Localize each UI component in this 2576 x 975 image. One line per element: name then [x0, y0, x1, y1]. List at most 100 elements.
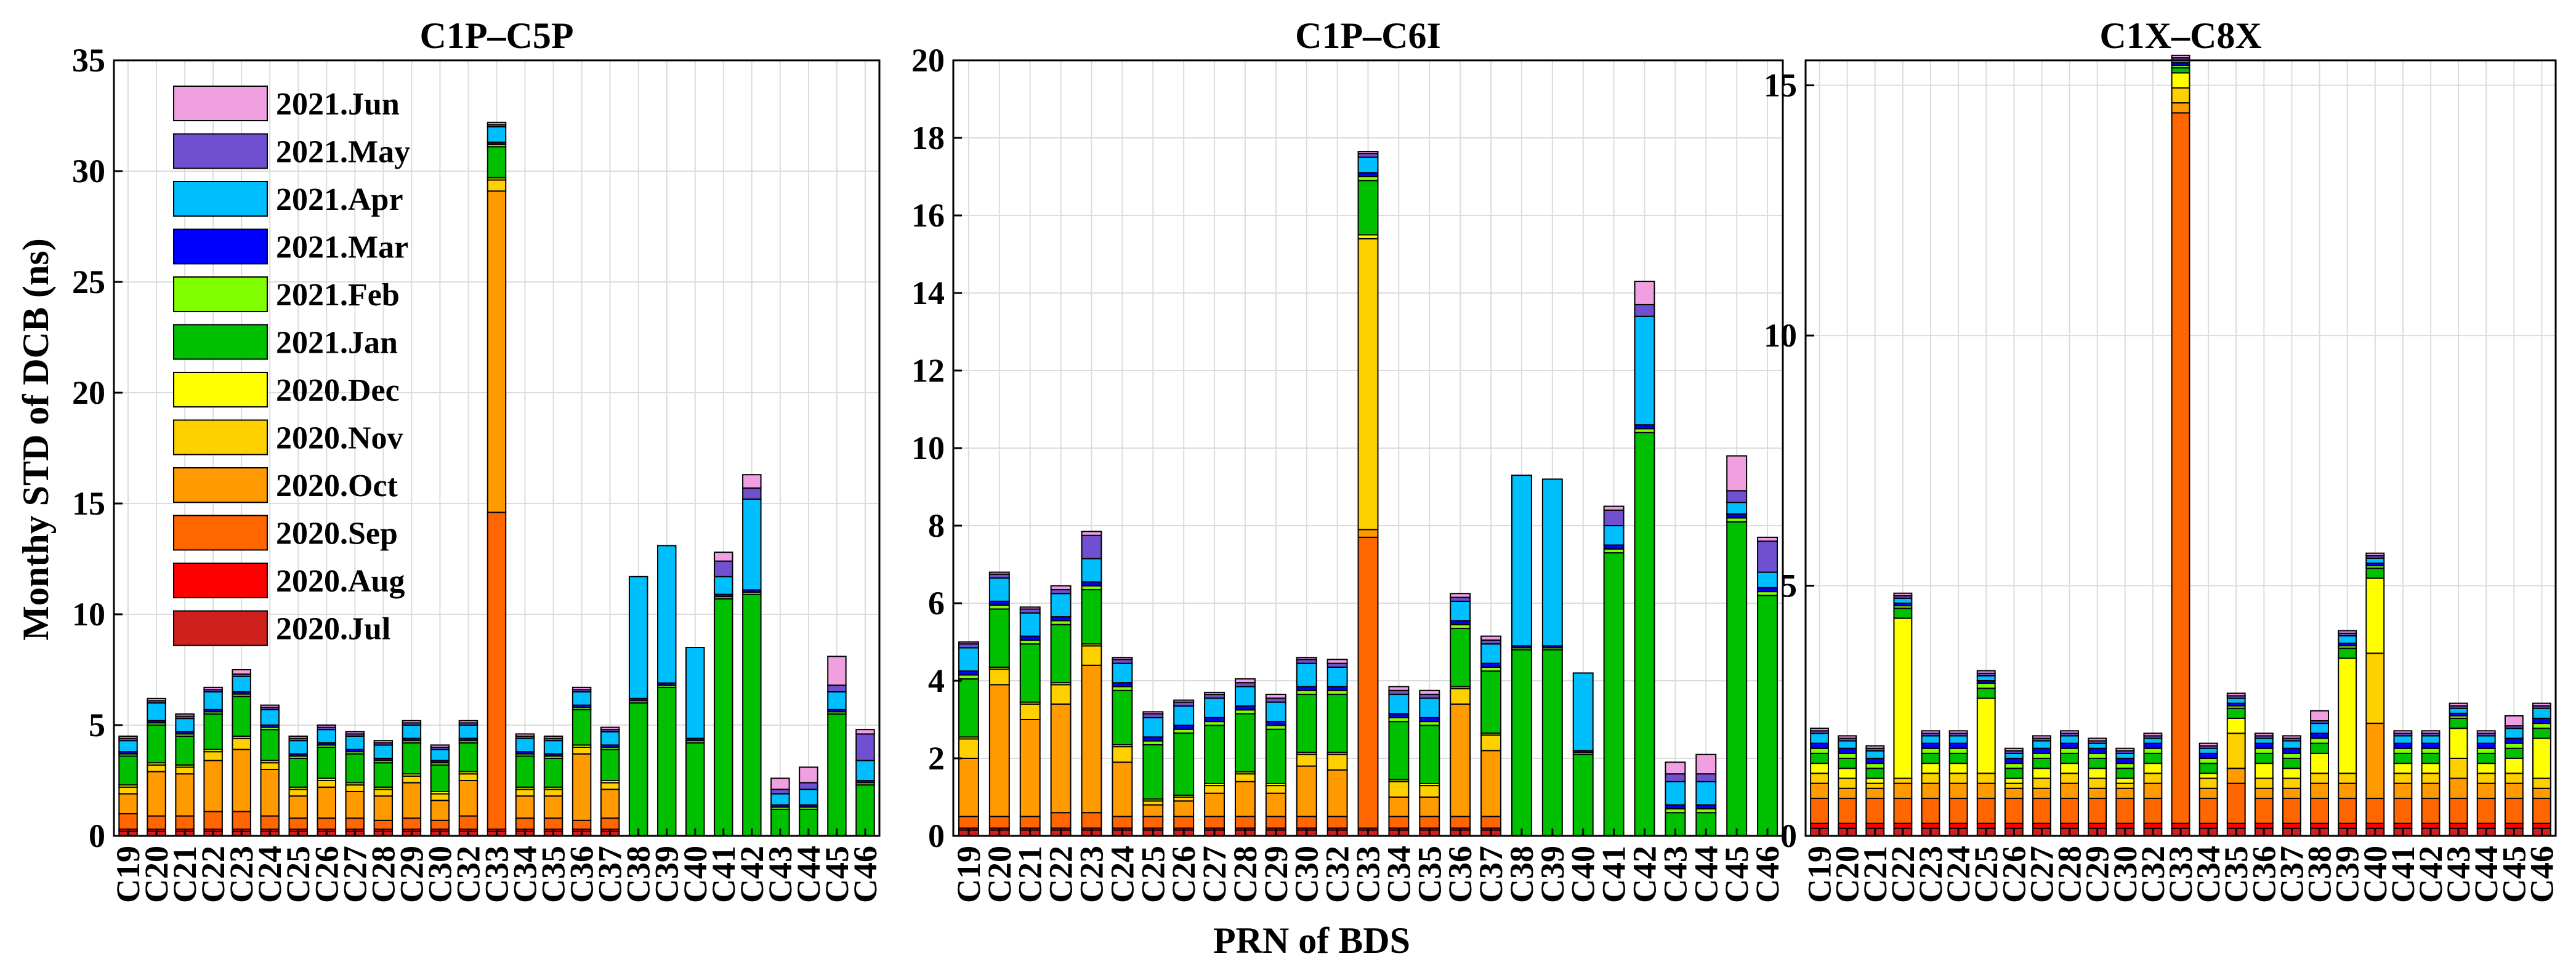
x-tick-label: C41: [705, 846, 742, 903]
bar-segment: C46 2021.Jun: 0.2: [855, 729, 875, 735]
bar-segment: C29 2020.Aug: 0.1: [2088, 822, 2107, 829]
legend-label: 2021.Feb: [276, 278, 400, 313]
bar-segment: C19 2020.Sep: 0.3: [958, 816, 979, 829]
bar-segment: C35 2021.Jun: 0.05: [2226, 692, 2246, 697]
bar-segment: C41 2021.Apr: 0.5: [1603, 525, 1625, 546]
bar-segment: C34 2020.Dec: 0.1: [2198, 772, 2218, 779]
bar-segment: C41 2020.Sep: 0.5: [2393, 798, 2413, 824]
bar-segment: C20 2021.Jan: 0.2: [1838, 758, 1857, 769]
bar-segment: C19 2021.Jun: 0.05: [1810, 728, 1829, 732]
legend-swatch: [173, 133, 268, 169]
bar-segment: C26 2021.Apr: 0.5: [1173, 705, 1195, 726]
bar-segment: C25 2020.Dec: 1.5: [1976, 697, 1996, 774]
bar-segment: C37 2020.Oct: 0.2: [2282, 787, 2301, 800]
bar-segment: C35 2020.Nov: 0.3: [543, 788, 563, 797]
bar-segment: C20 2020.Oct: 0.2: [1838, 787, 1857, 800]
bar-segment: C30 2020.Oct: 1.3: [1296, 765, 1317, 817]
bar-segment: C23 2021.Jan: 1.4: [1081, 588, 1102, 645]
bar-segment: C41 2021.Jan: 0.2: [2393, 752, 2413, 764]
y-tick-label: 12: [911, 352, 945, 389]
bar-segment: C24 2021.Jan: 1.4: [1112, 689, 1133, 745]
bar-segment: C30 2021.Apr: 0.5: [430, 748, 450, 761]
bar-segment: C25 2020.Oct: 0.3: [1142, 804, 1164, 817]
legend-label: 2021.May: [276, 135, 410, 170]
bar-segment: C22 2020.Sep: 0.8: [203, 811, 223, 830]
bar-segment: C35 2021.Jun: 0.1: [1419, 689, 1440, 696]
bar-segment: C41 2020.Aug: 0.1: [2393, 822, 2413, 829]
bar-segment: C25 2020.Oct: 1: [288, 795, 308, 819]
bar-segment: C33 2020.Sep: 7.5: [1357, 536, 1379, 829]
bar-segment: C26 2020.Sep: 0.3: [1173, 816, 1195, 829]
bar-segment: C22 2021.Jun: 0.05: [1893, 592, 1913, 596]
bar-segment: C27 2020.Sep: 0.5: [345, 817, 365, 830]
y-tick-label: 0: [1780, 817, 1797, 854]
x-tick-label: C34: [507, 846, 544, 903]
bar-segment: C21 2020.Nov: 0.4: [1019, 703, 1041, 721]
bar-segment: C38 2021.Jan: 4.8: [1511, 649, 1532, 837]
panel-title: C1X–C8X: [2099, 15, 2261, 56]
bar-segment: C20 2021.Jan: 1.7: [147, 724, 166, 764]
bar-segment: C20 2020.Dec: 0.2: [1838, 768, 1857, 779]
bar-segment: C37 2021.Apr: 0.6: [600, 731, 620, 746]
bar-segment: C45 2020.Nov: 0.2: [2504, 772, 2524, 784]
x-tick-label: C33: [478, 846, 515, 903]
bar-segment: C19 2020.Sep: 0.7: [118, 813, 138, 830]
x-tick-label: C19: [1801, 846, 1838, 903]
bar-segment: C34 2020.Sep: 0.5: [515, 817, 535, 830]
bar-segment: C34 2020.Nov: 0.2: [2198, 777, 2218, 789]
bar-segment: C22 2021.Jan: 0.2: [1893, 608, 1913, 619]
x-tick-label: C40: [2357, 846, 2394, 903]
bar-segment: C40 2020.Aug: 0.1: [2365, 822, 2385, 829]
bar-segment: C20 2020.Sep: 0.6: [147, 815, 166, 830]
bar-segment: C39 2020.Nov: 0.2: [2338, 772, 2357, 784]
bar-segment: C19 2020.Dec: 0.2: [1810, 763, 1829, 774]
bar-segment: C34 2020.Nov: 0.3: [515, 788, 535, 797]
bar-segment: C25 2021.Jun: 0.05: [1142, 711, 1164, 715]
bar-segment: C44 2021.Feb: 0.1: [2476, 747, 2496, 754]
x-tick-label: C25: [280, 846, 317, 903]
bar-segment: C24 2021.Jan: 0.2: [1948, 752, 1968, 764]
bar-segment: C38 2021.Jan: 0.2: [2310, 742, 2329, 754]
bar-segment: C43 2021.May: 0.2: [1665, 773, 1686, 782]
x-tick-label: C42: [2412, 846, 2449, 903]
x-tick-label: C23: [1912, 846, 1949, 903]
x-tick-label: C38: [620, 846, 657, 903]
x-tick-label: C45: [2495, 846, 2532, 903]
bar-segment: C20 2021.Jun: 0.1: [147, 697, 166, 702]
bar-segment: C33 2020.Nov: 0.3: [2171, 87, 2190, 104]
bar-segment: C36 2021.Jun: 0.1: [571, 686, 592, 691]
bar-segment: C43 2021.Apr: 0.5: [770, 793, 790, 806]
bar-segment: C40 2020.Nov: 1.4: [2365, 652, 2385, 724]
x-tick-label: C46: [847, 846, 884, 903]
bar-segment: C19 2020.Nov: 0.2: [1810, 772, 1829, 784]
bar-segment: C35 2020.Oct: 0.5: [1419, 796, 1440, 817]
x-tick-label: C40: [1565, 846, 1602, 903]
bar-segment: C24 2021.Jan: 1.4: [260, 729, 280, 761]
bar-segment: C38 2021.Apr: 4.4: [1511, 475, 1532, 647]
bar-segment: C41 2021.Apr: 0.15: [2393, 735, 2413, 744]
x-axis-label: PRN of BDS: [1213, 920, 1410, 961]
bar-segment: C39 2021.Jun: 0.05: [2338, 630, 2357, 634]
bar-segment: C20 2021.Mar: 0.1: [1838, 747, 1857, 754]
bar-segment: C36 2020.Nov: 0.4: [1450, 688, 1471, 705]
bar-segment: C42 2020.Nov: 0.2: [2421, 772, 2441, 784]
bar-segment: C21 2021.Apr: 0.6: [175, 718, 195, 732]
bar-segment: C21 2021.Apr: 0.6: [1019, 612, 1041, 637]
bar-segment: C46 2021.Jan: 0.2: [2532, 728, 2551, 739]
bar-segment: C25 2020.Aug: 0.1: [1976, 822, 1996, 829]
bar-segment: C39 2020.Oct: 0.3: [2338, 782, 2357, 800]
bar-segment: C42 2021.Jun: 0.6: [742, 474, 762, 489]
bar-segment: C34 2021.Jun: 0.1: [1388, 686, 1410, 691]
bar-segment: C42 2021.May: 0.3: [1634, 303, 1655, 317]
bar-segment: C27 2021.Mar: 0.1: [2032, 747, 2051, 754]
bar-segment: C21 2020.Oct: 1.9: [175, 773, 195, 817]
bar-segment: C21 2021.Mar: 0.1: [1865, 758, 1885, 764]
x-tick-label: C46: [1749, 846, 1786, 903]
bar-segment: C30 2020.Sep: 0.5: [2115, 798, 2135, 824]
bar-segment: C23 2021.Feb: 0.1: [1921, 747, 1940, 754]
bar-segment: C42 2021.Jan: 10.4: [1634, 431, 1655, 837]
bar-segment: C26 2020.Nov: 0.1: [2004, 782, 2024, 789]
y-tick-label: 5: [1780, 568, 1797, 604]
y-tick-label: 8: [928, 507, 945, 544]
x-tick-label: C30: [421, 846, 458, 903]
